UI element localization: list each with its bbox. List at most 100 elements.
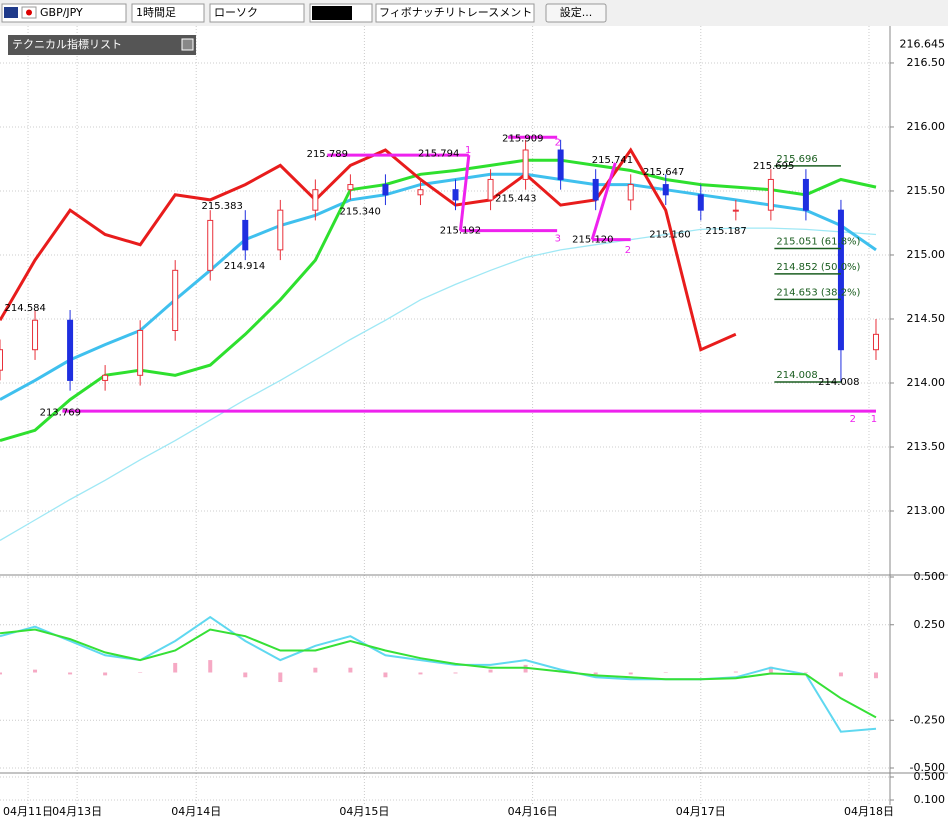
candle-body (242, 219, 249, 251)
candle-body (837, 209, 844, 351)
candle-body (0, 349, 3, 371)
price-annotation: 213.769 (40, 408, 81, 419)
x-tick-label: 04月11日 (3, 805, 53, 818)
price-annotation: 215.794 (418, 148, 459, 159)
wave-label: 3 (555, 233, 561, 244)
histogram-bar (488, 669, 493, 673)
histogram-bar (173, 662, 178, 673)
price-annotation: 215.789 (307, 149, 348, 160)
y-tick-label: 215.00 (907, 248, 946, 261)
panel-toggle[interactable] (181, 38, 194, 51)
settings-label: 設定... (560, 5, 593, 19)
wave-line (458, 154, 471, 231)
x-tick-label: 04月15日 (339, 805, 389, 818)
y-tick-label: 216.00 (907, 120, 946, 133)
price-annotation: 215.340 (340, 206, 381, 217)
price-annotation: 215.160 (649, 229, 690, 240)
settings-button[interactable] (545, 3, 607, 23)
histogram-bar (383, 672, 388, 678)
histogram-bar (663, 672, 668, 673)
price-annotation: 214.914 (224, 261, 265, 272)
histogram-bar (838, 672, 843, 677)
histogram-bar (138, 672, 143, 673)
y-tick-label: 213.00 (907, 504, 946, 517)
candle-body (592, 178, 599, 201)
candle-body (32, 319, 39, 351)
price-annotation: 214.008 (818, 377, 859, 388)
wave-label: 1 (871, 414, 877, 425)
fib-label: 215.051 (61.8%) (776, 236, 860, 247)
price-annotation: 215.120 (572, 235, 613, 246)
x-tick-label: 04月14日 (171, 805, 221, 818)
histogram-bar (768, 666, 773, 673)
pair-label: GBP/JPY (40, 6, 83, 19)
histogram-bar (348, 667, 353, 673)
tool-label: フィボナッチリトレースメント (379, 6, 532, 19)
price-annotation: 214.584 (5, 303, 46, 314)
fib-label: 214.008 (776, 370, 817, 381)
histogram-bar (803, 672, 808, 673)
x-tick-label: 04月17日 (676, 805, 726, 818)
y-tick-label: 215.50 (907, 184, 946, 197)
candle-body (627, 184, 634, 201)
candle-body (557, 149, 564, 180)
y-tick-label: 216.50 (907, 56, 946, 69)
candle-body (452, 189, 459, 201)
candle-body (102, 374, 109, 381)
timeframe-label: 1時間足 (136, 6, 176, 19)
price-annotation: 215.909 (502, 134, 543, 145)
histogram-bar (593, 672, 598, 675)
histogram-bar (698, 672, 703, 673)
histogram-bar (418, 672, 423, 675)
candle-body (312, 189, 319, 211)
flag-uk (4, 7, 18, 18)
timeframe-select[interactable] (131, 3, 205, 23)
indicator-line (0, 158, 877, 443)
candle-body (802, 178, 809, 211)
y-tick-label: 0.500 (914, 570, 946, 583)
indicator-list-label: テクニカル指標リスト (12, 37, 122, 51)
style-select[interactable] (209, 3, 305, 23)
x-tick-label: 04月13日 (52, 805, 102, 818)
current-price-label: 216.645 (900, 37, 946, 50)
y-tick-label: -0.500 (910, 761, 945, 774)
histogram-bar (873, 672, 878, 679)
flag-jp-dot (26, 9, 32, 16)
histogram-bar (68, 672, 73, 675)
price-annotation: 215.741 (592, 155, 633, 166)
histogram-bar (208, 660, 213, 673)
y-tick-label: 0.500 (914, 770, 946, 783)
candle-body (67, 319, 74, 381)
candle-body (697, 194, 704, 211)
price-annotation: 215.443 (495, 193, 536, 204)
style-label: ローソク (214, 6, 258, 19)
candle-body (347, 184, 354, 191)
histogram-bar (313, 667, 318, 673)
histogram-bar (453, 672, 458, 674)
price-annotation: 215.187 (705, 226, 746, 237)
y-tick-label: -0.250 (910, 713, 945, 726)
histogram-bar (0, 672, 2, 675)
wave-label: 2 (625, 245, 631, 256)
price-annotation: 215.695 (753, 161, 794, 172)
tool-select[interactable] (375, 3, 535, 23)
fib-label: 214.852 (50.0%) (776, 262, 860, 273)
price-annotation: 215.192 (440, 225, 481, 236)
indicator-list-panel[interactable] (8, 35, 196, 55)
histogram-bar (628, 672, 633, 675)
y-tick-label: 214.50 (907, 312, 946, 325)
candle-body (137, 330, 144, 376)
indicator-line (0, 172, 877, 401)
histogram-bar (103, 672, 108, 676)
color-swatch (312, 6, 352, 20)
candle-body (207, 219, 214, 271)
x-tick-label: 04月18日 (844, 805, 894, 818)
x-tick-label: 04月16日 (508, 805, 558, 818)
macd-line (0, 628, 877, 719)
fib-label: 215.696 (776, 154, 817, 165)
candle-body (872, 333, 879, 351)
candle-body (172, 269, 179, 332)
wave-label: 2 (555, 137, 561, 148)
wave-label: 2 (850, 414, 856, 425)
